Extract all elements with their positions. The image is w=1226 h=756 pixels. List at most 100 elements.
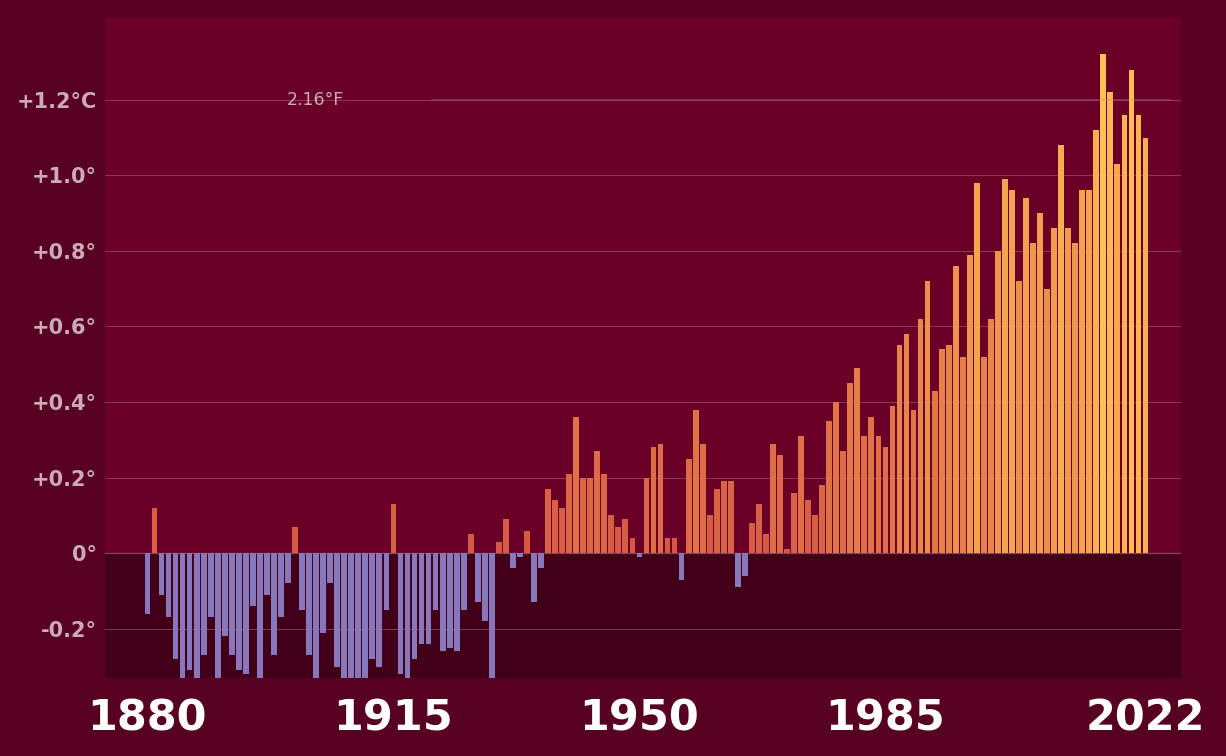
Bar bbox=[356, 553, 362, 697]
Bar bbox=[376, 553, 383, 667]
Bar bbox=[629, 538, 635, 553]
Bar bbox=[1009, 191, 1015, 553]
Bar bbox=[1058, 145, 1064, 553]
Bar bbox=[890, 406, 895, 553]
Bar bbox=[996, 251, 1000, 553]
Bar bbox=[335, 553, 340, 667]
Bar bbox=[1065, 228, 1072, 553]
Bar bbox=[623, 519, 628, 553]
Bar bbox=[503, 519, 509, 553]
Bar bbox=[397, 553, 403, 674]
Bar bbox=[615, 527, 622, 553]
Bar bbox=[546, 489, 550, 553]
Bar bbox=[967, 255, 972, 553]
Bar bbox=[1143, 138, 1149, 553]
Bar bbox=[847, 383, 853, 553]
Bar bbox=[587, 478, 593, 553]
Bar bbox=[742, 553, 748, 576]
Bar bbox=[207, 553, 213, 618]
Bar bbox=[341, 553, 347, 705]
Bar bbox=[657, 444, 663, 553]
Bar bbox=[1073, 243, 1078, 553]
Bar bbox=[180, 553, 185, 678]
Bar bbox=[834, 402, 839, 553]
Bar bbox=[749, 523, 755, 553]
Bar bbox=[152, 508, 157, 553]
Bar bbox=[785, 550, 790, 553]
Bar bbox=[1037, 213, 1043, 553]
Bar bbox=[1086, 191, 1092, 553]
Bar bbox=[461, 553, 467, 610]
Bar bbox=[257, 553, 262, 689]
Bar bbox=[1079, 191, 1085, 553]
Bar bbox=[235, 553, 242, 671]
Bar bbox=[644, 478, 650, 553]
Bar bbox=[391, 504, 396, 553]
Bar bbox=[468, 534, 473, 553]
Bar bbox=[798, 436, 804, 553]
Bar bbox=[826, 421, 832, 553]
Bar bbox=[714, 489, 720, 553]
Bar bbox=[953, 266, 959, 553]
Bar bbox=[482, 553, 488, 621]
Bar bbox=[862, 436, 867, 553]
Bar bbox=[939, 349, 944, 553]
Bar bbox=[446, 553, 452, 648]
Bar bbox=[531, 553, 537, 603]
Bar bbox=[250, 553, 256, 606]
Bar bbox=[412, 553, 417, 659]
Bar bbox=[517, 553, 522, 557]
Bar bbox=[918, 319, 923, 553]
Bar bbox=[813, 516, 818, 553]
Bar bbox=[791, 493, 797, 553]
Bar bbox=[875, 436, 881, 553]
Bar bbox=[105, 553, 1181, 678]
Bar bbox=[1129, 70, 1134, 553]
Bar bbox=[981, 357, 987, 553]
Bar bbox=[664, 538, 671, 553]
Bar bbox=[1030, 243, 1036, 553]
Bar bbox=[574, 417, 579, 553]
Bar bbox=[819, 485, 825, 553]
Bar bbox=[868, 417, 874, 553]
Bar bbox=[320, 553, 326, 633]
Bar bbox=[552, 500, 558, 553]
Bar bbox=[313, 553, 319, 682]
Bar bbox=[777, 455, 783, 553]
Bar bbox=[510, 553, 516, 569]
Bar bbox=[855, 368, 861, 553]
Bar bbox=[425, 553, 432, 644]
Bar bbox=[166, 553, 172, 618]
Bar bbox=[883, 448, 889, 553]
Bar bbox=[201, 553, 206, 655]
Bar bbox=[524, 531, 530, 553]
Bar bbox=[707, 516, 712, 553]
Bar bbox=[264, 553, 270, 595]
Bar bbox=[1024, 198, 1029, 553]
Bar bbox=[770, 444, 776, 553]
Bar bbox=[763, 534, 769, 553]
Bar bbox=[229, 553, 234, 655]
Bar bbox=[440, 553, 445, 652]
Bar bbox=[363, 553, 368, 697]
Bar bbox=[651, 448, 656, 553]
Text: 2.16°F: 2.16°F bbox=[287, 91, 345, 109]
Bar bbox=[497, 542, 501, 553]
Bar bbox=[960, 357, 966, 553]
Bar bbox=[608, 516, 614, 553]
Bar bbox=[700, 444, 706, 553]
Bar bbox=[222, 553, 228, 637]
Bar bbox=[685, 459, 691, 553]
Bar bbox=[904, 334, 910, 553]
Bar bbox=[988, 319, 994, 553]
Bar bbox=[602, 474, 607, 553]
Bar bbox=[911, 410, 916, 553]
Bar bbox=[566, 474, 573, 553]
Bar bbox=[299, 553, 305, 610]
Bar bbox=[405, 553, 411, 720]
Bar bbox=[158, 553, 164, 595]
Bar bbox=[595, 451, 601, 553]
Bar bbox=[679, 553, 684, 580]
Bar bbox=[1045, 289, 1049, 553]
Bar bbox=[384, 553, 390, 610]
